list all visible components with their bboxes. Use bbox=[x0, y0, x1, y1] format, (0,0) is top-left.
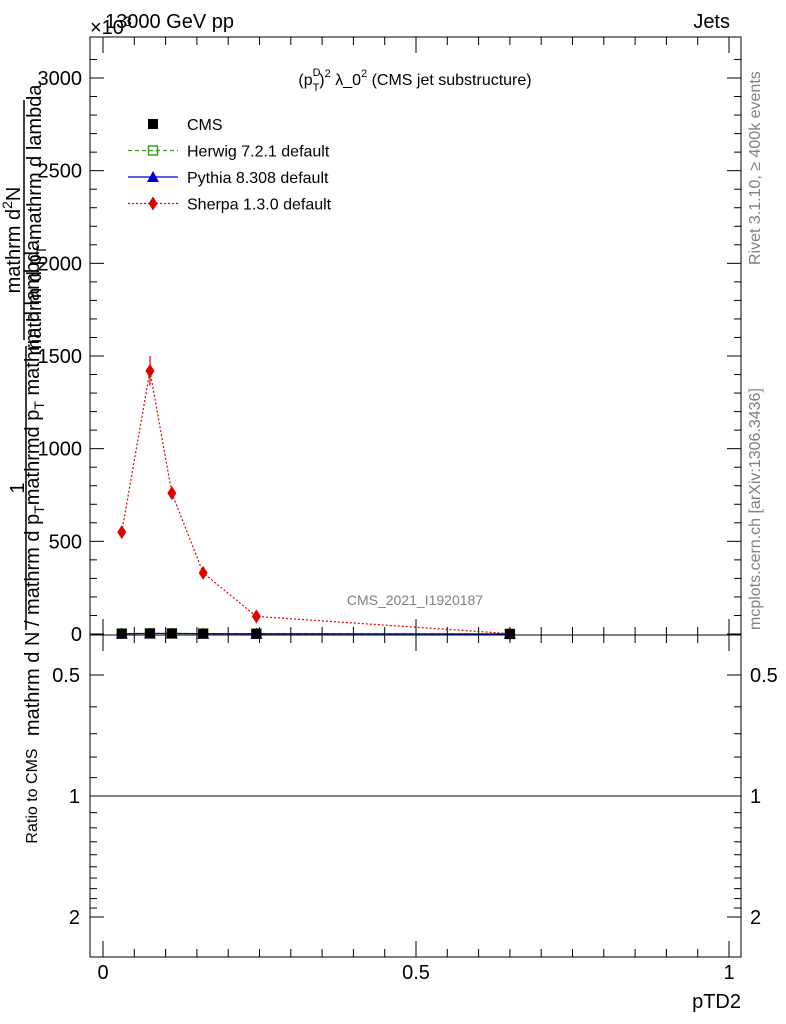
ratio-y-tick-label: 0.5 bbox=[52, 665, 80, 687]
y-exponent: ×103 bbox=[90, 13, 132, 39]
y-tick-label: 2000 bbox=[38, 253, 83, 275]
data-point bbox=[198, 565, 208, 580]
ratio-y-label: Ratio to CMS bbox=[24, 748, 41, 843]
x-tick-label: 0.5 bbox=[402, 962, 430, 984]
ratio-y-tick-label-right: 2 bbox=[750, 907, 761, 929]
mcplots-label: mcplots.cern.ch [arXiv:1306.3436] bbox=[747, 388, 764, 630]
ratio-y-tick-label: 2 bbox=[69, 907, 80, 929]
ratio-plot: 0.5 0.51 12 2 0 0.5 1 Ratio to CMS pTD2 bbox=[24, 634, 778, 1013]
legend-item: CMS bbox=[148, 117, 223, 134]
legend-marker bbox=[147, 145, 159, 156]
legend-label: Pythia 8.308 default bbox=[187, 170, 329, 187]
ratio-y-tick-label-right: 1 bbox=[750, 786, 761, 808]
x-tick-label: 0 bbox=[97, 962, 108, 984]
y-tick-label: 0 bbox=[71, 624, 82, 646]
header-right: Jets bbox=[693, 11, 730, 33]
legend-marker bbox=[147, 171, 159, 182]
data-point bbox=[198, 628, 209, 639]
y-tick-label: 1000 bbox=[38, 439, 83, 461]
main-x-ticks bbox=[102, 37, 730, 635]
data-point bbox=[166, 628, 177, 639]
legend-label: Herwig 7.2.1 default bbox=[187, 144, 330, 161]
legend-marker bbox=[148, 196, 158, 211]
legend-item: Sherpa 1.3.0 default bbox=[128, 196, 332, 214]
rivet-label: Rivet 3.1.10, ≥ 400k events bbox=[747, 71, 764, 265]
legend: CMS Herwig 7.2.1 default Pythia 8.308 defa… bbox=[128, 117, 332, 214]
legend-marker bbox=[148, 119, 158, 129]
legend-item: Pythia 8.308 default bbox=[128, 170, 329, 187]
main-plot: 0 500 1000 1500 2000 2500 3000 CMS_2021_I19201… bbox=[38, 36, 742, 646]
chart-title: (pD T)2 λ_02 (CMS jet substructure) bbox=[298, 67, 531, 94]
series-line bbox=[121, 370, 510, 635]
legend-label: Sherpa 1.3.0 default bbox=[187, 197, 332, 214]
data-point bbox=[116, 628, 127, 639]
y-label-frac-num: 1 bbox=[7, 482, 29, 493]
data-point bbox=[504, 628, 515, 639]
main-series bbox=[115, 356, 516, 641]
series-diamond bbox=[117, 356, 515, 641]
data-point bbox=[144, 628, 155, 639]
ratio-y-tick-label: 1 bbox=[69, 786, 80, 808]
x-tick-label: 1 bbox=[723, 962, 734, 984]
data-point bbox=[117, 525, 127, 540]
y-label-inner-den: mathrm d pT mathrm d lambda bbox=[24, 84, 49, 356]
legend-label: CMS bbox=[187, 117, 223, 134]
watermark: CMS_2021_I1920187 bbox=[347, 592, 483, 608]
y-tick-label: 500 bbox=[49, 531, 82, 553]
series-line bbox=[121, 632, 510, 635]
x-axis-label: pTD2 bbox=[692, 991, 741, 1013]
ratio-y-tick-label-right: 0.5 bbox=[750, 665, 778, 687]
data-point bbox=[167, 486, 177, 501]
main-y-ticks: 0 500 1000 1500 2000 2500 3000 bbox=[38, 58, 741, 646]
y-label-inner-num: mathrm d2N bbox=[0, 187, 25, 294]
ratio-y-ticks: 0.5 0.5 1 1 2 2 bbox=[52, 665, 778, 929]
data-point bbox=[145, 363, 155, 378]
y-axis-label: 1 mathrm d N / mathrm d pTmathrmd pT mat… bbox=[0, 84, 49, 736]
y-tick-label: 2500 bbox=[38, 161, 83, 183]
data-point bbox=[251, 609, 261, 624]
data-point bbox=[251, 628, 262, 639]
y-tick-label: 1500 bbox=[38, 346, 83, 368]
series-square bbox=[116, 628, 515, 639]
y-tick-label: 3000 bbox=[38, 68, 83, 90]
y-label-frac-den: mathrm d N / mathrm d pTmathrmd pT mathr… bbox=[22, 239, 47, 736]
ratio-x-ticks: 0 0.5 1 bbox=[97, 635, 735, 984]
legend-item: Herwig 7.2.1 default bbox=[128, 144, 330, 161]
header-left: 13000 GeV pp bbox=[105, 11, 234, 33]
